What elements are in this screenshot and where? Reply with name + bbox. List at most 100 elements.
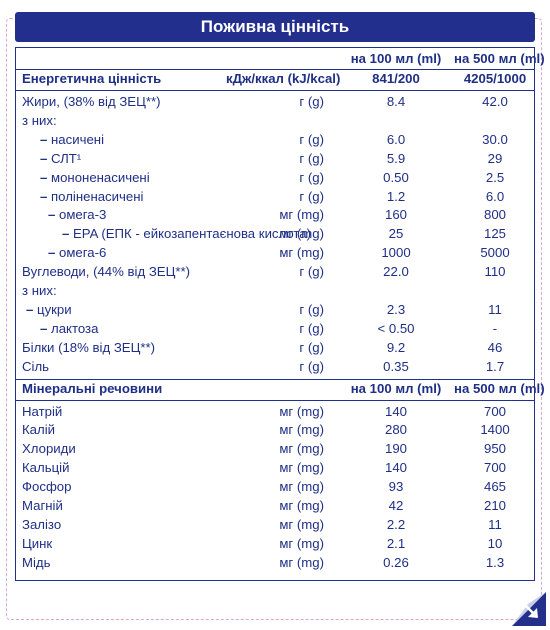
nutrient-row: з них: [16,282,534,301]
nutrient-v100: 1.2 [386,188,406,204]
nutrient-row: – цукри г (g) 2.3 11 [16,301,534,320]
nutrient-name: – поліненасичені [40,188,143,207]
nutrient-unit: г (g) [299,150,324,166]
nutrient-v500: 1.7 [485,358,505,374]
dash-marker: – [40,320,48,336]
mineral-row: Магній мг (mg) 42 210 [16,497,534,516]
mineral-row: Мідь мг (mg) 0.26 1.3 [16,554,534,573]
dash-marker: – [48,207,56,223]
nutrient-label: з них: [22,283,57,298]
dash-marker: – [40,131,48,147]
nutrient-unit: г (g) [299,264,324,280]
mineral-unit: мг (mg) [279,498,324,513]
mineral-unit: мг (mg) [279,535,324,551]
nutrient-row: – поліненасичені г (g) 1.2 6.0 [16,188,534,207]
dash-marker: – [48,245,56,261]
nutrient-name: Вуглеводи, (44% від ЗЕЦ**) [22,263,190,282]
mineral-name: Цинк [22,535,52,554]
mineral-v100: 190 [384,441,407,457]
mineral-name: Фосфор [22,478,71,497]
nutrient-unit: мг (mg) [279,245,324,261]
mineral-unit: мг (mg) [279,460,324,476]
nutrient-v500: 125 [483,226,506,242]
nutrient-label: поліненасичені [51,188,144,204]
minerals-header-label: Мінеральні речовини [22,380,163,396]
column-header-per500: на 500 мл (ml) [454,51,545,66]
nutrient-v100: 2.3 [386,301,406,317]
mineral-row: Цинк мг (mg) 2.1 10 [16,535,534,554]
mineral-label: Кальцій [22,460,70,476]
mineral-v100: 0.26 [383,554,409,570]
mineral-v500: 700 [483,403,506,419]
nutrient-v500: - [492,320,498,336]
dash-marker: – [62,226,70,242]
mineral-row: Кальцій мг (mg) 140 700 [16,459,534,478]
mineral-v100: 93 [388,479,404,495]
energy-label: Енергетична цінність [22,71,162,86]
nutrient-label: омега-6 [59,245,107,261]
nutrient-v100: 22.0 [383,264,409,280]
nutrient-unit: г (g) [299,94,324,109]
mineral-v100: 140 [384,403,407,419]
mineral-row: Хлориди мг (mg) 190 950 [16,440,534,459]
mineral-row: Фосфор мг (mg) 93 465 [16,478,534,497]
nutrient-v500: 110 [484,264,506,280]
energy-row: Енергетична цінність кДж/ккал (kJ/kcal) … [16,70,534,89]
mineral-name: Магній [22,497,63,516]
mineral-name: Залізо [22,516,61,535]
mineral-label: Мідь [22,554,51,570]
mineral-v500: 950 [483,441,506,457]
mineral-v100: 42 [388,498,404,513]
mineral-name: Хлориди [22,440,76,459]
divider [16,399,534,401]
nutrient-row: з них: [16,112,534,131]
mineral-unit: мг (mg) [279,403,324,419]
nutrient-unit: г (g) [299,188,324,204]
nutrient-label: насичені [51,131,105,147]
energy-per100: 841/200 [372,71,420,86]
mineral-name: Калій [22,421,55,440]
mineral-v500: 1.3 [485,554,505,570]
nutrient-name: – омега-6 [48,244,106,263]
nutrient-row: Вуглеводи, (44% від ЗЕЦ**) г (g) 22.0 110 [16,263,534,282]
nutrient-row: – лактоза г (g) < 0.50 - [16,320,534,339]
nutrient-name: з них: [22,282,57,301]
nutrient-name: – омега-3 [48,206,106,225]
nutrient-v500: 46 [487,339,503,355]
mineral-row: Натрій мг (mg) 140 700 [16,403,534,422]
nutrient-name: – лактоза [40,320,98,339]
mineral-label: Натрій [22,403,63,419]
mineral-v500: 11 [488,516,502,532]
nutrient-row: Білки (18% від ЗЕЦ**) г (g) 9.2 46 [16,339,534,358]
nutrient-v100: 9.2 [386,339,406,355]
mineral-unit: мг (mg) [279,479,324,495]
mineral-unit: мг (mg) [279,441,324,457]
column-header-row: на 100 мл (ml) на 500 мл (ml) [16,50,545,69]
nutrient-name: – насичені [40,131,104,150]
nutrient-label: EPA (ЕПК - ейкозапентаєнова кислота) [73,226,312,242]
nutrient-row: – СЛТ¹ г (g) 5.9 29 [16,150,534,169]
page-curl-arrow-icon[interactable] [508,592,546,626]
mineral-v500: 700 [483,460,506,476]
nutrient-v500: 42.0 [482,94,508,109]
nutrient-v500: 2.5 [485,169,505,185]
nutrient-name: Сіль [22,358,49,377]
nutrient-unit: г (g) [299,339,324,355]
mineral-label: Цинк [22,535,53,551]
mineral-label: Хлориди [22,441,76,457]
minerals-header-per100: на 100 мл (ml) [350,380,442,396]
mineral-unit: мг (mg) [279,422,324,438]
nutrient-name: – мононенасичені [40,169,150,188]
nutrient-label: Сіль [22,358,50,374]
mineral-v500: 10 [487,535,503,551]
nutrition-table: на 100 мл (ml) на 500 мл (ml) Енергетичн… [15,47,545,581]
mineral-label: Калій [22,422,56,438]
mineral-row: Залізо мг (mg) 2.2 11 [16,516,534,535]
nutrient-label: Білки (18% від ЗЕЦ**) [22,339,155,355]
mineral-v500: 465 [483,479,506,495]
nutrient-name: – СЛТ¹ [40,150,81,169]
minerals-header-row: Мінеральні речовини на 100 мл (ml) на 50… [16,380,545,399]
nutrient-unit: г (g) [299,301,324,317]
nutrient-v500: 5000 [480,245,510,261]
minerals-header-per500: на 500 мл (ml) [454,380,545,396]
